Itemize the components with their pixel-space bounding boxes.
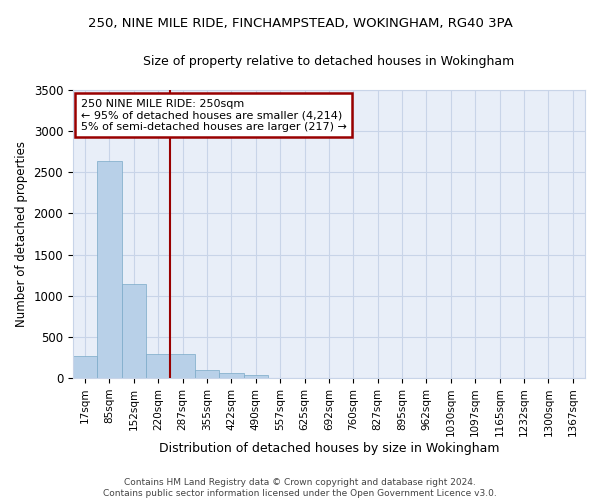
Title: Size of property relative to detached houses in Wokingham: Size of property relative to detached ho…: [143, 55, 515, 68]
Y-axis label: Number of detached properties: Number of detached properties: [15, 141, 28, 327]
Bar: [195, 370, 219, 378]
Text: Contains HM Land Registry data © Crown copyright and database right 2024.
Contai: Contains HM Land Registry data © Crown c…: [103, 478, 497, 498]
Text: 250 NINE MILE RIDE: 250sqm
← 95% of detached houses are smaller (4,214)
5% of se: 250 NINE MILE RIDE: 250sqm ← 95% of deta…: [80, 98, 346, 132]
X-axis label: Distribution of detached houses by size in Wokingham: Distribution of detached houses by size …: [159, 442, 499, 455]
Bar: [97, 161, 122, 378]
Bar: [122, 284, 146, 378]
Bar: [244, 375, 268, 378]
Bar: [146, 354, 170, 378]
Bar: [170, 354, 195, 378]
Text: 250, NINE MILE RIDE, FINCHAMPSTEAD, WOKINGHAM, RG40 3PA: 250, NINE MILE RIDE, FINCHAMPSTEAD, WOKI…: [88, 18, 512, 30]
Bar: [219, 374, 244, 378]
Bar: [73, 356, 97, 378]
